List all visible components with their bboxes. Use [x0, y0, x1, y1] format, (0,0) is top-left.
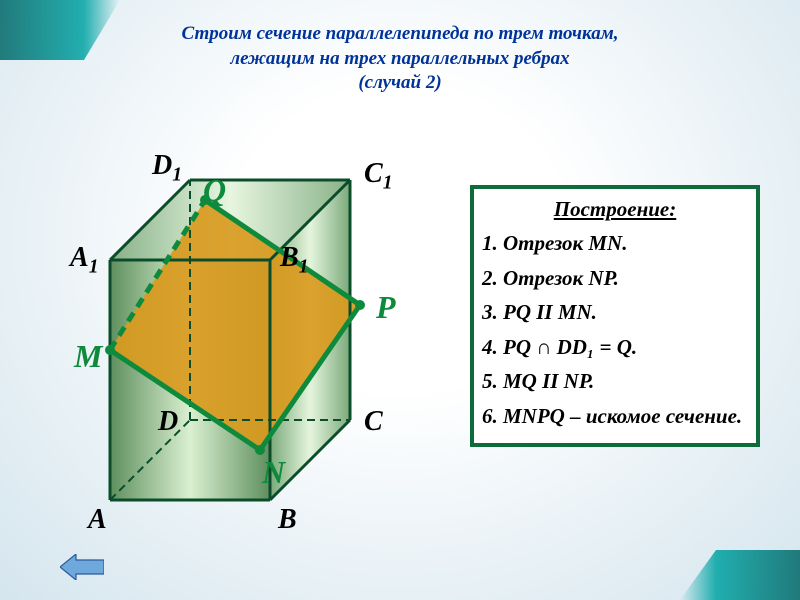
decorative-corner-bottom [680, 550, 800, 600]
title-line-2: лежащим на трех параллельных ребрах [230, 48, 569, 69]
label-C: C [364, 406, 383, 438]
label-P: P [376, 289, 396, 326]
arrow-shape [60, 554, 104, 580]
label-D1: D1 [152, 150, 182, 187]
construction-step-3: 3. PQ II MN. [482, 297, 748, 329]
construction-heading: Построение: [482, 197, 748, 222]
label-A1: A1 [70, 242, 98, 279]
construction-box: Построение: 1. Отрезок MN. 2. Отрезок NP… [470, 185, 760, 447]
construction-step-5: 5. MQ II NP. [482, 366, 748, 398]
label-D: D [158, 406, 178, 438]
slide-title: Строим сечение параллелепипеда по трем т… [80, 22, 720, 96]
construction-step-4: 4. PQ ∩ DD₁ = Q. [482, 332, 748, 364]
construction-step-1: 1. Отрезок MN. [482, 228, 748, 260]
construction-step-6: 6. MNPQ – искомое сечение. [482, 401, 748, 433]
back-arrow-icon[interactable] [60, 554, 104, 580]
label-A: A [88, 504, 107, 536]
label-M: M [74, 338, 102, 375]
title-line-3: (случай 2) [358, 72, 441, 93]
label-Q: Q [203, 172, 226, 209]
construction-step-2: 2. Отрезок NP. [482, 263, 748, 295]
label-N: N [262, 454, 285, 491]
title-line-1: Строим сечение параллелепипеда по трем т… [182, 23, 619, 44]
section-point-M [105, 345, 115, 355]
parallelepiped-diagram [30, 120, 470, 550]
label-B: B [278, 504, 297, 536]
label-B1: B1 [280, 242, 308, 279]
label-C1: C1 [364, 158, 392, 195]
section-point-P [355, 300, 365, 310]
